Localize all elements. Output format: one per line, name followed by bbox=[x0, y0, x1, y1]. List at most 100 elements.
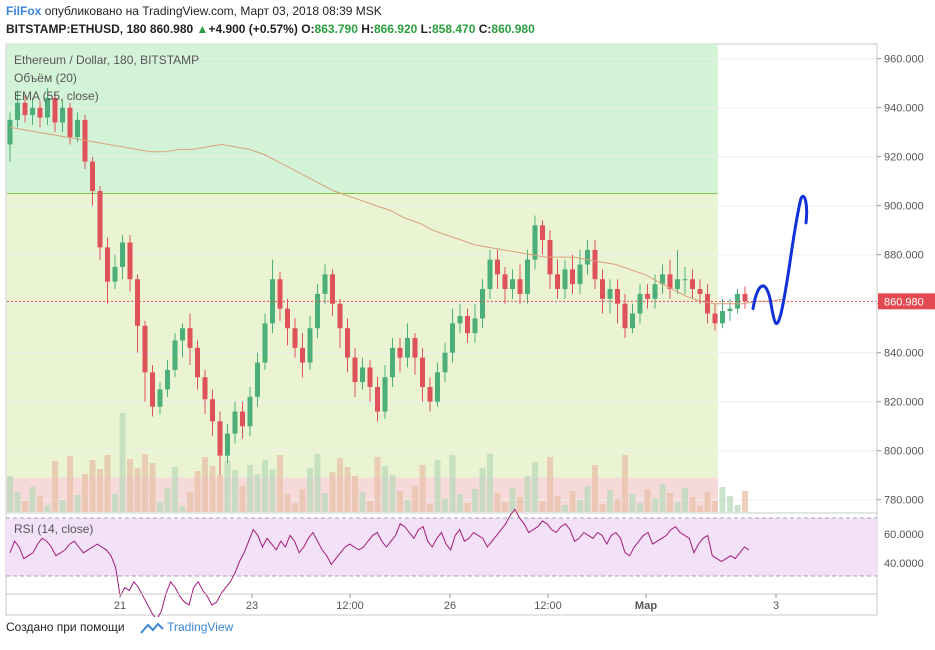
volume-bar bbox=[299, 489, 306, 512]
close-label: C: bbox=[478, 22, 492, 36]
high-label: H: bbox=[361, 22, 374, 36]
volume-bar bbox=[74, 495, 81, 512]
forecast-drawing[interactable] bbox=[751, 195, 809, 325]
candle-up bbox=[637, 293, 643, 314]
candle-down bbox=[600, 279, 605, 299]
volume-bar bbox=[412, 486, 418, 512]
volume-bar bbox=[464, 503, 471, 512]
volume-bar bbox=[599, 504, 606, 512]
volume-bar bbox=[487, 454, 493, 512]
volume-bar bbox=[569, 491, 576, 512]
price-tag-text: 860.980 bbox=[884, 296, 924, 308]
candle-down bbox=[285, 308, 290, 329]
publish-line: FilFox опубликовано на TradingView.com, … bbox=[6, 4, 382, 18]
candle-up bbox=[480, 289, 485, 319]
y-tick-label: 900.000 bbox=[884, 201, 924, 213]
candle-up bbox=[510, 279, 515, 290]
volume-bar bbox=[584, 486, 591, 512]
volume-bar bbox=[622, 455, 628, 512]
candle-down bbox=[375, 387, 380, 412]
candle-down bbox=[52, 97, 58, 123]
volume-bar bbox=[404, 500, 411, 512]
volume-bar bbox=[539, 501, 546, 512]
open-label: O: bbox=[301, 22, 315, 36]
candle-down bbox=[277, 279, 283, 309]
candle-down bbox=[202, 377, 208, 400]
candle-down bbox=[22, 102, 28, 116]
candle-up bbox=[172, 340, 178, 370]
candle-up bbox=[15, 102, 20, 120]
last-price-tag: 860.980 bbox=[878, 293, 935, 310]
candle-down bbox=[292, 328, 298, 348]
x-tick-label: Мар bbox=[635, 600, 657, 612]
y-tick-label: 940.000 bbox=[884, 103, 924, 115]
high-value: 866.920 bbox=[373, 22, 418, 36]
volume-bar bbox=[719, 487, 726, 512]
candle-up bbox=[225, 433, 230, 456]
volume-bars bbox=[7, 413, 748, 512]
chart-header: FilFox опубликовано на TradingView.com, … bbox=[0, 0, 935, 42]
candle-down bbox=[427, 387, 433, 402]
volume-bar bbox=[209, 466, 216, 512]
volume-bar bbox=[419, 465, 426, 512]
volume-bar bbox=[52, 461, 58, 512]
price-axis[interactable]: 960.000940.000920.000900.000880.000860.0… bbox=[877, 54, 924, 507]
candle-up bbox=[157, 389, 163, 407]
volume-bar bbox=[262, 460, 268, 512]
volume-bar bbox=[532, 462, 538, 512]
volume-bar bbox=[37, 496, 43, 512]
candle-up bbox=[232, 411, 238, 434]
volume-bar bbox=[232, 470, 238, 512]
y-tick-label: 960.000 bbox=[884, 54, 924, 66]
rsi-line bbox=[9, 508, 750, 617]
volume-bar bbox=[179, 506, 186, 512]
candle-down bbox=[300, 347, 305, 363]
volume-bar bbox=[149, 463, 156, 512]
volume-bar bbox=[67, 456, 73, 512]
author-name[interactable]: FilFox bbox=[6, 4, 42, 18]
volume-bar bbox=[89, 460, 96, 512]
y-tick-label: 780.000 bbox=[884, 495, 924, 507]
volume-bar bbox=[637, 503, 643, 512]
up-arrow-icon: ▲ bbox=[196, 22, 209, 36]
candle-up bbox=[720, 311, 725, 324]
volume-bar bbox=[727, 496, 733, 512]
tradingview-logo[interactable]: TradingView bbox=[140, 620, 233, 634]
volume-bar bbox=[479, 468, 486, 512]
volume-bar bbox=[614, 499, 621, 512]
ema-legend: EMA (55, close) bbox=[14, 89, 99, 103]
volume-bar bbox=[344, 467, 351, 512]
candle-up bbox=[60, 107, 65, 123]
volume-bar bbox=[382, 466, 388, 512]
y-tick-label: 820.000 bbox=[884, 397, 924, 409]
y-tick-label: 920.000 bbox=[884, 152, 924, 164]
volume-bar bbox=[644, 489, 651, 512]
price-chart[interactable]: 960.000940.000920.000900.000880.000860.0… bbox=[0, 42, 935, 617]
candle-up bbox=[180, 328, 185, 341]
candle-up bbox=[442, 352, 448, 373]
candle-down bbox=[420, 357, 425, 388]
candle-down bbox=[690, 279, 695, 290]
volume-bar bbox=[224, 461, 231, 512]
green-zone bbox=[7, 44, 718, 194]
volume-bar bbox=[554, 496, 561, 512]
candle-down bbox=[697, 289, 703, 294]
volume-bar bbox=[502, 502, 508, 512]
candle-down bbox=[412, 338, 418, 358]
volume-bar bbox=[322, 493, 328, 512]
time-axis[interactable]: 21 23 12:00 26 12:00 Мар 3 bbox=[114, 594, 779, 612]
candle-up bbox=[315, 293, 320, 329]
candle-up bbox=[585, 249, 590, 265]
volume-bar bbox=[472, 489, 478, 512]
candle-up bbox=[660, 274, 665, 285]
candle-down bbox=[135, 279, 140, 326]
low-label: L: bbox=[420, 22, 432, 36]
volume-bar bbox=[704, 492, 711, 512]
volume-bar bbox=[659, 484, 666, 512]
x-tick-label: 21 bbox=[114, 600, 126, 612]
x-tick-label: 26 bbox=[444, 600, 456, 612]
volume-bar bbox=[97, 469, 103, 512]
x-tick-label: 12:00 bbox=[534, 600, 562, 612]
yellow-zone bbox=[7, 193, 718, 478]
candle-down bbox=[337, 303, 343, 329]
